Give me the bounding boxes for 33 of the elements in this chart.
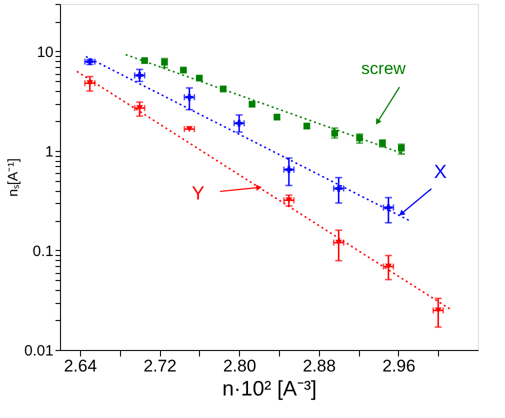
x-tick-label: 2.80 [223, 356, 256, 376]
point [141, 57, 148, 64]
point [286, 166, 292, 173]
annotation: X [434, 162, 448, 183]
point [161, 58, 168, 66]
annotation: screw [361, 59, 406, 78]
point [180, 66, 187, 74]
point [335, 185, 342, 192]
point [356, 134, 363, 142]
y-tick-label: 1 [45, 143, 54, 160]
x-tick-label: 2.96 [382, 356, 416, 376]
x-tick-label: 2.72 [143, 356, 177, 376]
point [434, 307, 442, 314]
x-tick-label: 2.88 [302, 356, 336, 376]
point [286, 197, 292, 204]
point [398, 144, 405, 152]
x-tick-label: 2.64 [64, 356, 97, 376]
point [385, 204, 392, 211]
y-tick-label: 10 [36, 44, 54, 61]
point [248, 100, 256, 108]
y-tick-label: 0.1 [32, 242, 54, 260]
annotation: Y [192, 183, 205, 204]
x-axis-title: n·10² [A⁻³] [222, 378, 317, 400]
point [136, 72, 143, 79]
y-axis-title: nₛ[A⁻¹] [4, 158, 20, 197]
point [236, 120, 242, 127]
point [335, 240, 342, 246]
point [274, 114, 280, 120]
point [303, 122, 310, 130]
point [86, 80, 94, 86]
point [186, 94, 193, 101]
y-tick-label: 0.01 [24, 342, 54, 360]
point [331, 130, 338, 137]
